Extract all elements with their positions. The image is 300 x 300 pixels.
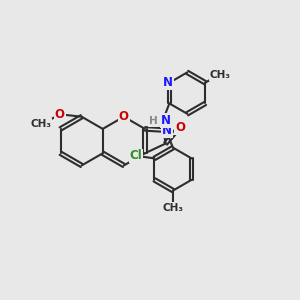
Text: N: N [163,76,173,89]
Text: CH₃: CH₃ [163,202,184,213]
Text: H: H [149,116,158,126]
Text: CH₃: CH₃ [31,119,52,129]
Text: O: O [175,121,185,134]
Text: O: O [119,110,129,123]
Text: O: O [55,108,65,121]
Text: N: N [160,114,171,127]
Text: CH₃: CH₃ [210,70,231,80]
Text: Cl: Cl [130,149,142,163]
Text: N: N [162,124,172,136]
